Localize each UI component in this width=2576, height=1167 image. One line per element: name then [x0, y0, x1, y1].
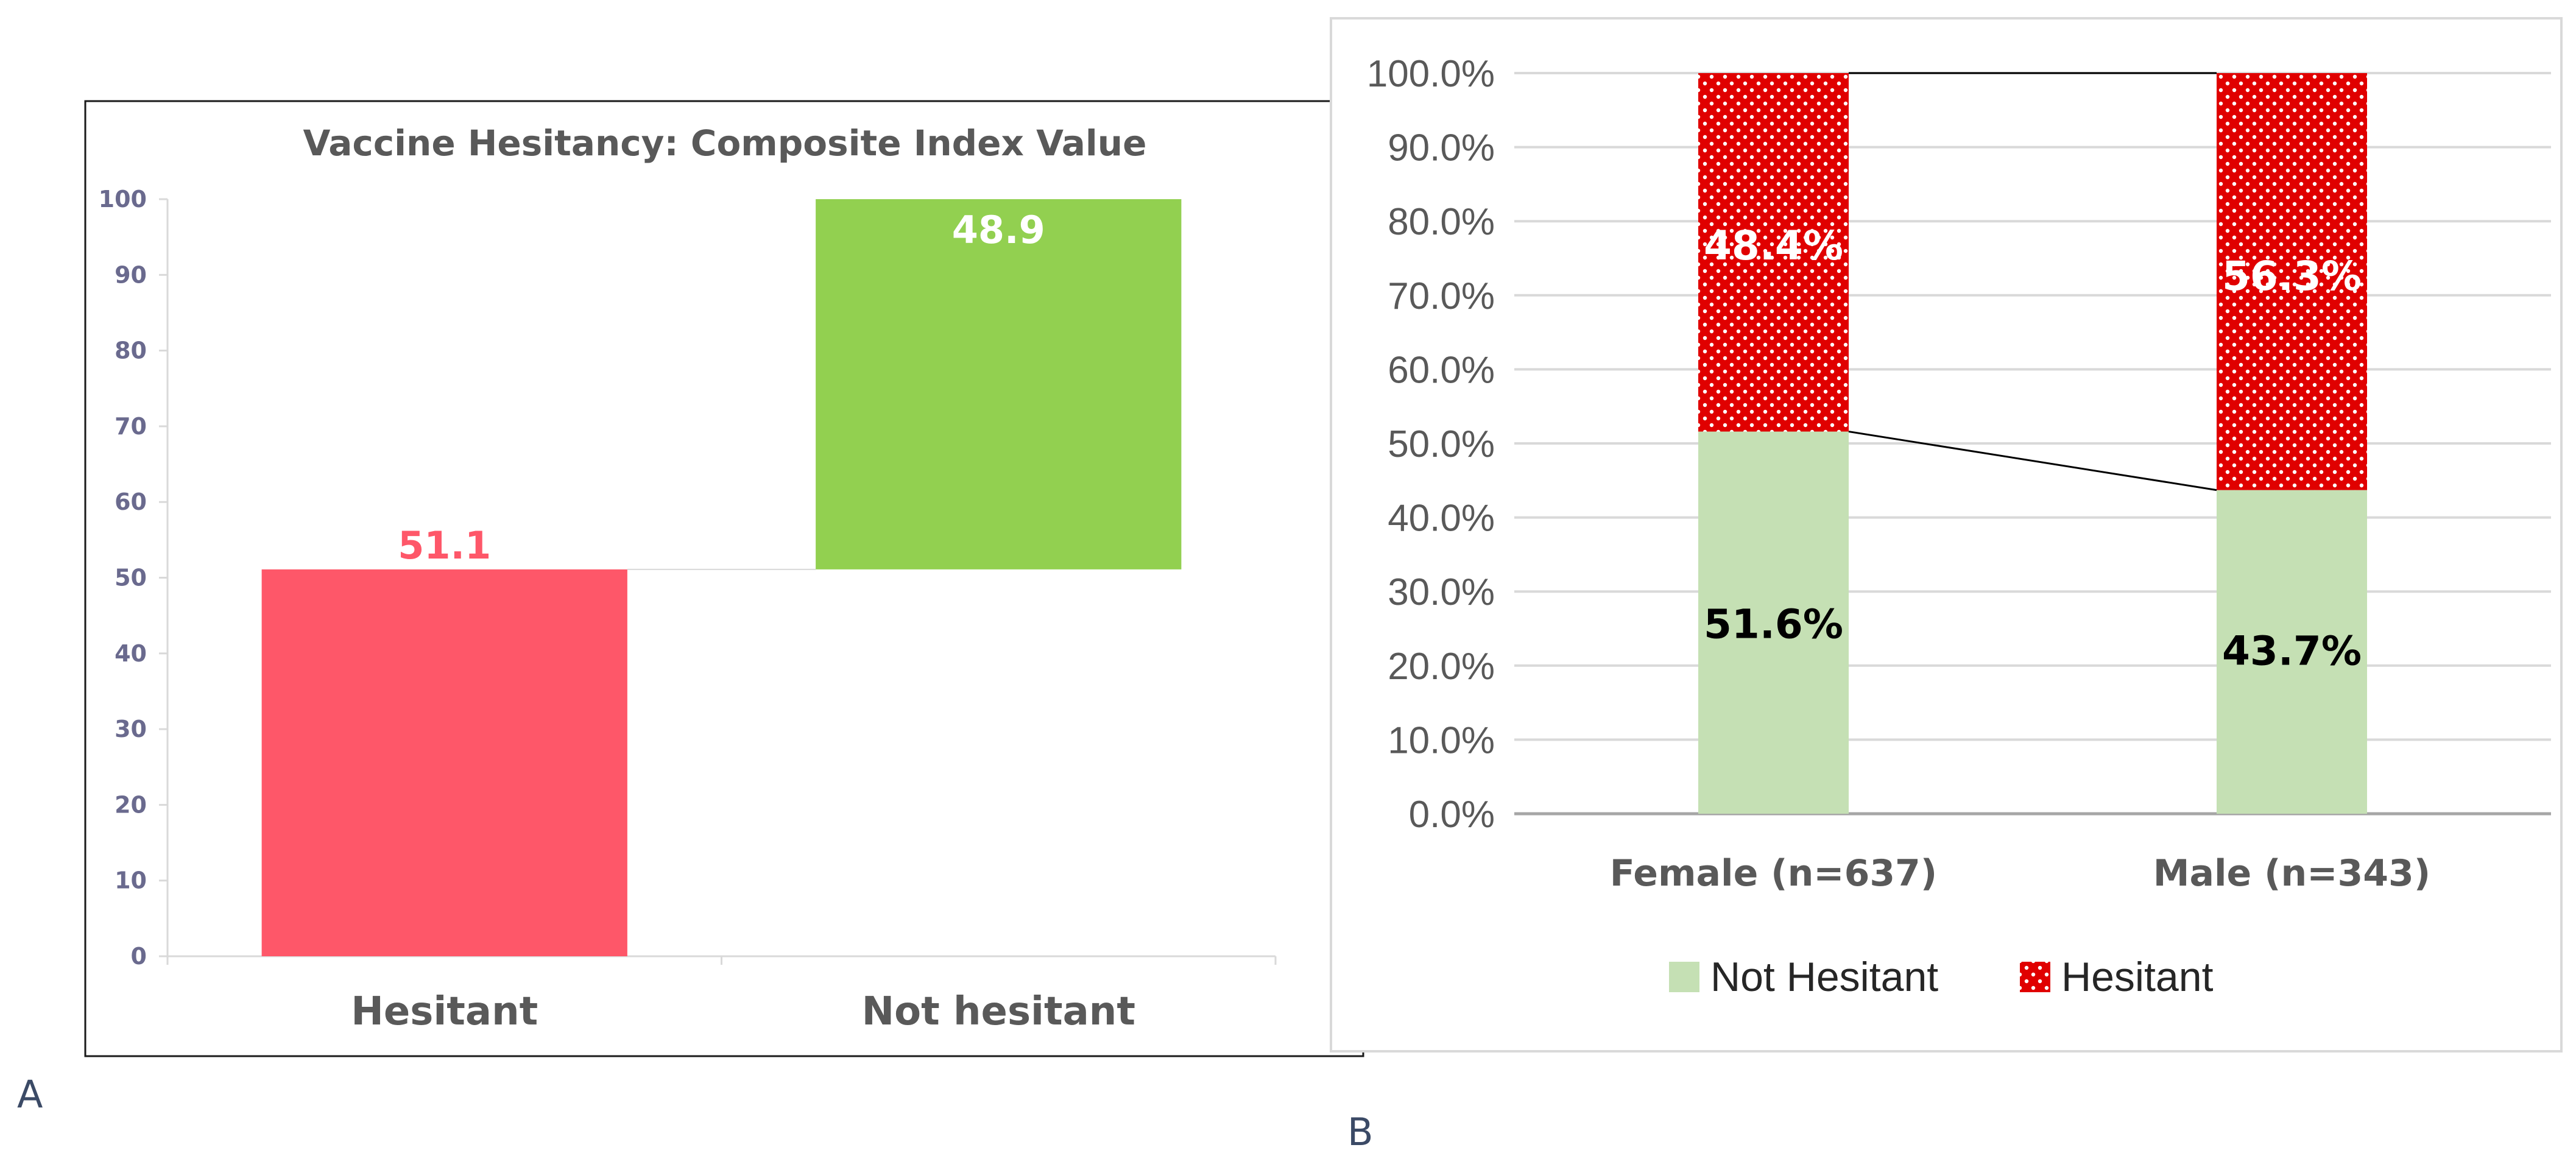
- chart-b-series-line: [1848, 431, 2217, 492]
- chart-a-y-tick-label: 100: [99, 186, 147, 213]
- chart-b-y-tick-label: 20.0%: [1388, 646, 1495, 688]
- chart-a-y-tick-label: 50: [115, 565, 147, 591]
- chart-b-y-tick-label: 0.0%: [1409, 794, 1495, 836]
- chart-b-y-tick-label: 50.0%: [1388, 423, 1495, 465]
- chart-b-y-tick-label: 60.0%: [1388, 349, 1495, 391]
- chart-b-y-tick-label: 100.0%: [1367, 53, 1495, 95]
- chart-a-y-tick-label: 60: [115, 488, 147, 515]
- chart-b-data-label: 51.6%: [1704, 601, 1843, 647]
- chart-a-y-tick-label: 90: [115, 261, 147, 288]
- chart-a-title: Vaccine Hesitancy: Composite Index Value: [303, 122, 1147, 164]
- chart-a-bar: [816, 199, 1182, 569]
- legend-label-hesitant: Hesitant: [2061, 954, 2214, 1000]
- chart-b-bar-segment: [1698, 431, 1849, 814]
- legend-swatch-hesitant: [2020, 962, 2050, 992]
- chart-b-y-tick-label: 70.0%: [1388, 275, 1495, 317]
- chart-a-y-tick-label: 0: [131, 943, 147, 970]
- legend-label-not-hesitant: Not Hesitant: [1710, 954, 1938, 1000]
- chart-a-y-tick-label: 80: [115, 337, 147, 364]
- chart-b-y-tick-label: 10.0%: [1388, 719, 1495, 761]
- chart-a-frame: [84, 100, 1364, 1057]
- panel-label-b: B: [1347, 1110, 1374, 1154]
- chart-b-y-tick-label: 40.0%: [1388, 498, 1495, 540]
- chart-b-data-label: 43.7%: [2222, 628, 2362, 675]
- chart-a-category-label: Not hesitant: [862, 989, 1135, 1034]
- chart-b-y-tick-label: 30.0%: [1388, 571, 1495, 613]
- chart-b-y-tick-label: 80.0%: [1388, 201, 1495, 243]
- chart-a-y-tick-label: 10: [115, 867, 147, 894]
- chart-a-y-tick-label: 70: [115, 413, 147, 440]
- chart-a-y-tick-label: 40: [115, 640, 147, 667]
- chart-b-category-label: Female (n=637): [1610, 852, 1937, 895]
- chart-a-y-tick-label: 20: [115, 791, 147, 818]
- legend-swatch-not-hesitant: [1669, 962, 1699, 992]
- chart-b-bar-segment: [2217, 73, 2367, 490]
- chart-a-data-label: 48.9: [952, 208, 1045, 252]
- chart-b-bar-segment: [1698, 73, 1849, 432]
- chart-b-data-label: 48.4%: [1704, 222, 1843, 269]
- chart-b-frame: [1330, 17, 2563, 1052]
- panel-label-a: A: [17, 1072, 43, 1116]
- chart-a-y-tick-label: 30: [115, 716, 147, 742]
- chart-b-y-tick-label: 90.0%: [1388, 127, 1495, 169]
- chart-b-data-label: 56.3%: [2222, 253, 2362, 300]
- chart-b-bar-segment: [2217, 490, 2367, 814]
- chart-a-bar: [261, 569, 627, 956]
- chart-a-data-label: 51.1: [398, 523, 491, 568]
- chart-b-category-label: Male (n=343): [2153, 852, 2430, 895]
- chart-a-category-label: Hesitant: [351, 989, 538, 1034]
